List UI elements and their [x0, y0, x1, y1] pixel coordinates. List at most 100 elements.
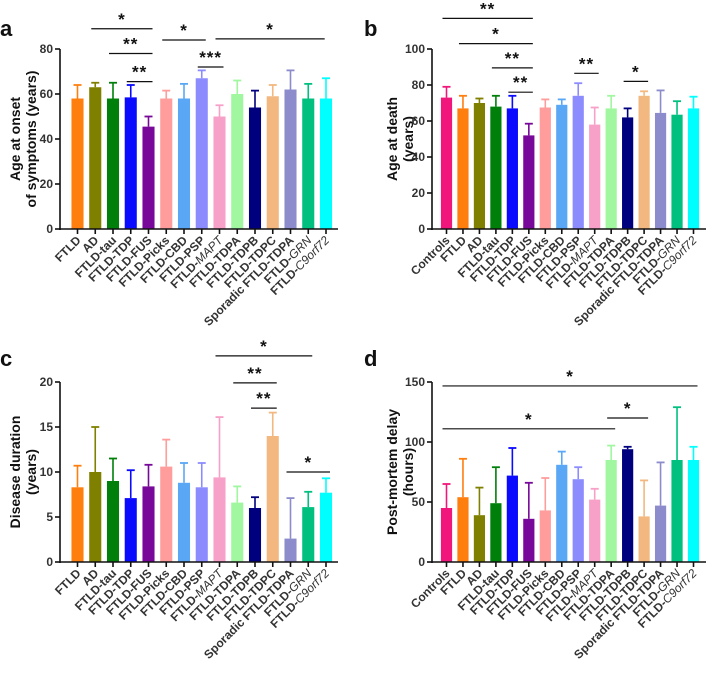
- bar-FTLD-TDPA: [231, 502, 244, 562]
- bar-FTLD-TDPB: [248, 508, 262, 562]
- significance-label: *: [492, 25, 500, 44]
- bar-Sporadic-FTLD-TDPA: [284, 538, 297, 562]
- bar-FTLD-C9orf72: [319, 492, 333, 562]
- chart-panel-a: a Age at onsetof symptoms (years) 0 20 40 60 8…: [0, 10, 338, 329]
- bar-FTLD-tau: [490, 503, 502, 562]
- bar-FTLD-MAPT: [589, 499, 601, 562]
- bar-FTLD-FUS: [523, 518, 535, 562]
- bar-Sporadic-FTLD-TDPA: [654, 505, 667, 562]
- bar-Controls: [440, 508, 453, 562]
- y-axis-label-line: Disease duration: [7, 416, 23, 529]
- y-tick-label: 100: [405, 435, 425, 449]
- significance-label: **: [480, 0, 495, 18]
- bar-FTLD-TDPC: [638, 516, 650, 562]
- bar-FTLD-C9orf72: [687, 108, 700, 229]
- bar-AD: [473, 103, 486, 229]
- significance-label: **: [247, 364, 262, 383]
- y-tick-label: 60: [412, 114, 426, 128]
- bar-FTLD-TDP: [124, 498, 137, 562]
- bar-FTLD: [457, 108, 469, 229]
- significance-label: **: [579, 54, 594, 73]
- significance-label: ***: [199, 48, 222, 67]
- bar-FTLD-TDP: [124, 97, 137, 229]
- significance-label: *: [180, 21, 188, 40]
- significance-label: *: [304, 453, 312, 472]
- bar-AD: [89, 472, 102, 562]
- panel-letter: b: [364, 16, 377, 41]
- x-tick-label-text: FTLD: [52, 233, 84, 265]
- y-tick-label: 0: [418, 555, 425, 569]
- significance-label: *: [118, 10, 126, 29]
- panel-letter: a: [0, 16, 13, 41]
- bar-FTLD-Picks: [160, 466, 173, 562]
- significance-label: *: [260, 337, 268, 356]
- y-axis-label-line: (hours): [400, 448, 416, 496]
- bar-FTLD-TDP: [506, 475, 518, 562]
- bar-FTLD: [71, 98, 84, 229]
- bar-FTLD-FUS: [142, 486, 155, 562]
- panel-letter: c: [0, 346, 12, 371]
- y-tick-label: 20: [412, 186, 426, 200]
- y-tick-label: 40: [412, 150, 426, 164]
- bar-FTLD-TDPC: [638, 95, 650, 229]
- y-axis-label-line: of symptoms (years): [23, 71, 39, 208]
- bar-AD: [89, 87, 102, 229]
- significance-label: *: [632, 62, 640, 81]
- bar-FTLD-tau: [106, 481, 120, 562]
- bar-FTLD-FUS: [523, 135, 535, 229]
- y-tick-label: 80: [40, 42, 54, 56]
- y-axis-label-line: Age at onset: [7, 97, 23, 181]
- y-tick-label: 20: [40, 177, 54, 191]
- y-tick-label: 150: [405, 375, 425, 389]
- y-tick-label: 40: [40, 132, 54, 146]
- significance-label: **: [505, 49, 520, 68]
- y-tick-label: 0: [418, 222, 425, 236]
- bar-FTLD-MAPT: [213, 116, 226, 229]
- bar-FTLD-C9orf72: [319, 98, 333, 229]
- y-axis-label: Post-mortem delay(hours): [384, 409, 416, 535]
- x-tick-label-text: FTLD: [52, 566, 84, 598]
- panel-letter: d: [364, 346, 377, 371]
- bar-FTLD-TDPC: [266, 96, 279, 229]
- bar-FTLD-PSP: [572, 95, 584, 229]
- bar-FTLD-MAPT: [213, 477, 226, 562]
- y-tick-label: 0: [46, 222, 53, 236]
- bar-Controls: [440, 97, 453, 229]
- y-axis-label: Age at onsetof symptoms (years): [7, 71, 39, 208]
- bar-FTLD-TDPA: [605, 108, 617, 229]
- bar-FTLD-tau: [106, 98, 120, 229]
- bar-FTLD-GRN: [671, 460, 683, 562]
- y-axis-label: Disease duration(years): [7, 416, 39, 529]
- bar-FTLD-PSP: [195, 78, 208, 229]
- bar-FTLD-CBD: [177, 482, 191, 562]
- y-tick-label: 0: [46, 555, 53, 569]
- significance-label: **: [513, 73, 528, 92]
- significance-label: *: [266, 20, 274, 39]
- bar-FTLD-GRN: [302, 507, 315, 562]
- bar-FTLD-FUS: [142, 126, 155, 229]
- bar-FTLD-TDPB: [622, 117, 634, 229]
- x-tick-label: FTLD: [52, 233, 84, 265]
- bar-FTLD-TDPC: [266, 436, 279, 562]
- bar-Sporadic-FTLD-TDPA: [284, 89, 297, 229]
- y-axis-label-line: (years): [23, 449, 39, 495]
- bar-FTLD-PSP: [572, 479, 584, 562]
- bar-FTLD-PSP: [195, 487, 208, 562]
- significance-label: *: [525, 410, 533, 429]
- significance-label: **: [132, 63, 147, 82]
- bar-FTLD-CBD: [556, 104, 568, 229]
- bar-FTLD-tau: [490, 106, 502, 229]
- y-tick-label: 15: [40, 420, 54, 434]
- bar-FTLD-CBD: [556, 464, 568, 562]
- bar-FTLD-TDPB: [622, 449, 634, 562]
- y-axis-label-line: Age at death: [384, 97, 400, 181]
- y-tick-label: 100: [405, 42, 425, 56]
- bar-FTLD-Picks: [539, 510, 551, 562]
- bar-FTLD-MAPT: [589, 124, 601, 229]
- bar-FTLD-Picks: [160, 98, 173, 229]
- significance-label: **: [123, 35, 138, 54]
- y-axis-label: Age at death(years): [384, 97, 416, 181]
